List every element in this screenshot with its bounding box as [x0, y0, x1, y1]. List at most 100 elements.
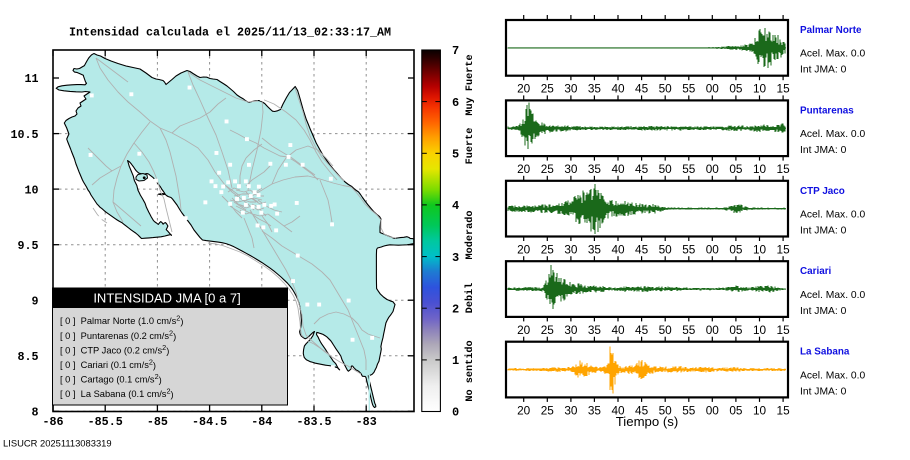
- svg-text:40: 40: [611, 162, 625, 176]
- svg-text:30: 30: [564, 323, 578, 337]
- svg-text:Moderado: Moderado: [464, 211, 476, 260]
- svg-text:2: 2: [452, 302, 459, 316]
- svg-text:20: 20: [517, 323, 531, 337]
- svg-text:10: 10: [24, 183, 38, 197]
- svg-text:CTP Jaco: CTP Jaco: [800, 186, 845, 197]
- svg-text:55: 55: [682, 403, 696, 417]
- svg-text:[ 0 ] CTP Jaco (0.2 cm/s2): [ 0 ] CTP Jaco (0.2 cm/s2): [60, 343, 169, 356]
- svg-text:6: 6: [452, 96, 459, 110]
- svg-text:Acel. Max. 0.0: Acel. Max. 0.0: [800, 49, 866, 60]
- svg-text:Int JMA: 0: Int JMA: 0: [800, 386, 847, 397]
- svg-text:10: 10: [753, 323, 767, 337]
- svg-text:9: 9: [31, 294, 38, 308]
- svg-text:Intensidad calculada el 2025/1: Intensidad calculada el 2025/11/13_02:33…: [69, 26, 391, 40]
- svg-text:35: 35: [588, 162, 602, 176]
- svg-text:10: 10: [753, 243, 767, 257]
- svg-text:8: 8: [31, 406, 38, 420]
- svg-text:45: 45: [635, 243, 649, 257]
- svg-text:Acel. Max. 0.0: Acel. Max. 0.0: [800, 209, 866, 220]
- svg-text:[ 0 ] La Sabana (0.1 cm/s2): [ 0 ] La Sabana (0.1 cm/s2): [60, 387, 174, 400]
- svg-text:Acel. Max. 0.0: Acel. Max. 0.0: [800, 290, 866, 301]
- svg-text:-84.5: -84.5: [192, 415, 227, 429]
- svg-text:Muy Fuerte: Muy Fuerte: [465, 54, 476, 115]
- svg-text:45: 45: [635, 162, 649, 176]
- svg-text:30: 30: [564, 403, 578, 417]
- svg-text:05: 05: [729, 162, 743, 176]
- svg-text:3: 3: [452, 251, 459, 265]
- svg-text:50: 50: [659, 82, 673, 96]
- svg-text:0: 0: [452, 406, 459, 420]
- svg-text:Int JMA: 0: Int JMA: 0: [800, 225, 847, 236]
- svg-text:25: 25: [541, 82, 555, 96]
- svg-text:00: 00: [706, 403, 720, 417]
- svg-text:35: 35: [588, 243, 602, 257]
- svg-text:25: 25: [541, 403, 555, 417]
- svg-text:40: 40: [611, 243, 625, 257]
- svg-text:10.5: 10.5: [10, 128, 38, 142]
- svg-text:Acel. Max. 0.0: Acel. Max. 0.0: [800, 129, 866, 140]
- svg-text:50: 50: [659, 403, 673, 417]
- svg-text:15: 15: [777, 243, 791, 257]
- svg-text:25: 25: [541, 162, 555, 176]
- svg-text:Cariari: Cariari: [800, 266, 832, 277]
- svg-text:Debil: Debil: [464, 283, 476, 314]
- svg-text:10: 10: [753, 82, 767, 96]
- svg-text:15: 15: [777, 403, 791, 417]
- svg-text:[ 0 ] Cariari (0.1 cm/s2): [ 0 ] Cariari (0.1 cm/s2): [60, 358, 156, 371]
- svg-text:30: 30: [564, 162, 578, 176]
- svg-text:-85: -85: [147, 415, 168, 429]
- svg-text:9.5: 9.5: [17, 239, 38, 253]
- svg-text:15: 15: [777, 323, 791, 337]
- svg-text:55: 55: [682, 162, 696, 176]
- svg-text:Int JMA: 0: Int JMA: 0: [800, 145, 847, 156]
- svg-text:00: 00: [706, 243, 720, 257]
- svg-text:40: 40: [611, 82, 625, 96]
- svg-text:15: 15: [777, 162, 791, 176]
- svg-text:35: 35: [588, 82, 602, 96]
- svg-text:-83: -83: [356, 415, 377, 429]
- svg-text:7: 7: [452, 44, 459, 58]
- svg-text:10: 10: [753, 162, 767, 176]
- svg-text:INTENSIDAD JMA [0 a 7]: INTENSIDAD JMA [0 a 7]: [93, 291, 240, 306]
- svg-text:Acel. Max. 0.0: Acel. Max. 0.0: [800, 370, 866, 381]
- svg-text:10: 10: [753, 403, 767, 417]
- svg-text:5: 5: [452, 148, 459, 162]
- svg-text:45: 45: [635, 403, 649, 417]
- svg-text:No sentido: No sentido: [464, 340, 476, 401]
- svg-text:4: 4: [452, 199, 459, 213]
- svg-text:Fuerte: Fuerte: [465, 128, 476, 165]
- svg-text:50: 50: [659, 323, 673, 337]
- svg-text:15: 15: [777, 82, 791, 96]
- svg-text:[ 0 ] Puntarenas (0.2 cm/s2): [ 0 ] Puntarenas (0.2 cm/s2): [60, 328, 176, 341]
- svg-text:30: 30: [564, 243, 578, 257]
- svg-text:Palmar Norte: Palmar Norte: [800, 25, 862, 36]
- svg-text:-84: -84: [251, 415, 272, 429]
- svg-text:-83.5: -83.5: [296, 415, 331, 429]
- svg-text:55: 55: [682, 82, 696, 96]
- svg-text:35: 35: [588, 323, 602, 337]
- svg-text:Int JMA: 0: Int JMA: 0: [800, 306, 847, 317]
- svg-text:45: 45: [635, 82, 649, 96]
- svg-text:Int JMA: 0: Int JMA: 0: [800, 65, 847, 76]
- svg-text:50: 50: [659, 162, 673, 176]
- svg-text:40: 40: [611, 323, 625, 337]
- svg-text:25: 25: [541, 243, 555, 257]
- svg-text:05: 05: [729, 82, 743, 96]
- svg-text:25: 25: [541, 323, 555, 337]
- svg-text:La Sabana: La Sabana: [800, 347, 850, 358]
- svg-text:[ 0 ] Cartago (0.1 cm/s2): [ 0 ] Cartago (0.1 cm/s2): [60, 372, 162, 385]
- svg-text:05: 05: [729, 323, 743, 337]
- svg-text:45: 45: [635, 323, 649, 337]
- svg-text:-86: -86: [42, 415, 63, 429]
- svg-text:55: 55: [682, 323, 696, 337]
- svg-text:20: 20: [517, 403, 531, 417]
- svg-text:05: 05: [729, 243, 743, 257]
- svg-text:11: 11: [24, 72, 38, 86]
- svg-text:00: 00: [706, 82, 720, 96]
- svg-text:05: 05: [729, 403, 743, 417]
- svg-text:00: 00: [706, 323, 720, 337]
- svg-text:20: 20: [517, 82, 531, 96]
- svg-text:[ 0 ] Palmar Norte (1.0 cm/s2: [ 0 ] Palmar Norte (1.0 cm/s2): [60, 314, 183, 327]
- svg-text:8.5: 8.5: [17, 350, 38, 364]
- svg-text:50: 50: [659, 243, 673, 257]
